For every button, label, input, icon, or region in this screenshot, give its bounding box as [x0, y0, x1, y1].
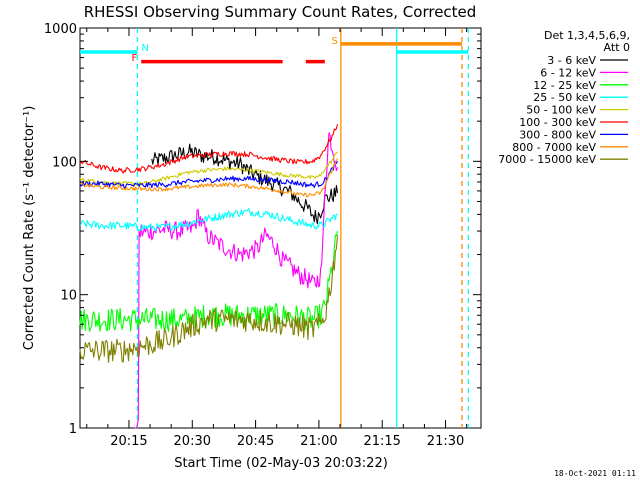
legend-label: 100 - 300 keV	[519, 116, 596, 129]
series-line	[79, 234, 339, 363]
y-tick-label: 100	[52, 155, 77, 170]
x-tick-label: 21:00	[300, 434, 337, 449]
annotation-f: F	[131, 53, 137, 64]
legend-header: Att 0	[604, 41, 630, 54]
series-line	[79, 161, 338, 189]
series-line	[79, 158, 338, 198]
series-line	[79, 207, 338, 232]
y-axis: 1 10 100 1000	[44, 22, 481, 437]
x-tick-label: 21:30	[427, 434, 464, 449]
legend-header: Det 1,3,4,5,6,9,	[544, 29, 630, 42]
series-line	[151, 143, 339, 225]
legend-label: 300 - 800 keV	[519, 128, 596, 141]
legend-label: 25 - 50 keV	[533, 91, 596, 104]
x-tick-label: 20:15	[110, 434, 147, 449]
legend-label: 7000 - 15000 keV	[498, 153, 596, 166]
y-tick-label: 1000	[44, 22, 77, 37]
x-axis-label: Start Time (02-May-03 20:03:22)	[174, 456, 388, 471]
x-axis: 20:15 20:30 20:45 21:00 21:15 21:30	[86, 28, 468, 449]
annotation-s: S	[332, 36, 338, 47]
series-line	[79, 151, 338, 186]
series-line	[79, 124, 339, 174]
footer-timestamp: 18-Oct-2021 01:11	[554, 469, 636, 478]
annotation-n: N	[141, 43, 148, 54]
legend-label: 3 - 6 keV	[547, 54, 596, 67]
y-tick-label: 1	[69, 422, 77, 437]
y-tick-label: 10	[60, 289, 77, 304]
chart-title: RHESSI Observing Summary Count Rates, Co…	[84, 3, 477, 21]
x-tick-label: 20:45	[237, 434, 274, 449]
plot-frame	[79, 27, 482, 429]
legend-label: 12 - 25 keV	[533, 79, 596, 92]
y-axis-label: Corrected Count Rate (s⁻¹ detector⁻¹)	[22, 106, 37, 351]
x-tick-label: 21:15	[363, 434, 400, 449]
legend-label: 800 - 7000 keV	[512, 141, 596, 154]
legend-label: 6 - 12 keV	[540, 66, 596, 79]
x-tick-label: 20:30	[174, 434, 211, 449]
plot-area: NF S	[79, 27, 482, 429]
legend-label: 50 - 100 keV	[526, 104, 596, 117]
series-line	[134, 132, 339, 429]
